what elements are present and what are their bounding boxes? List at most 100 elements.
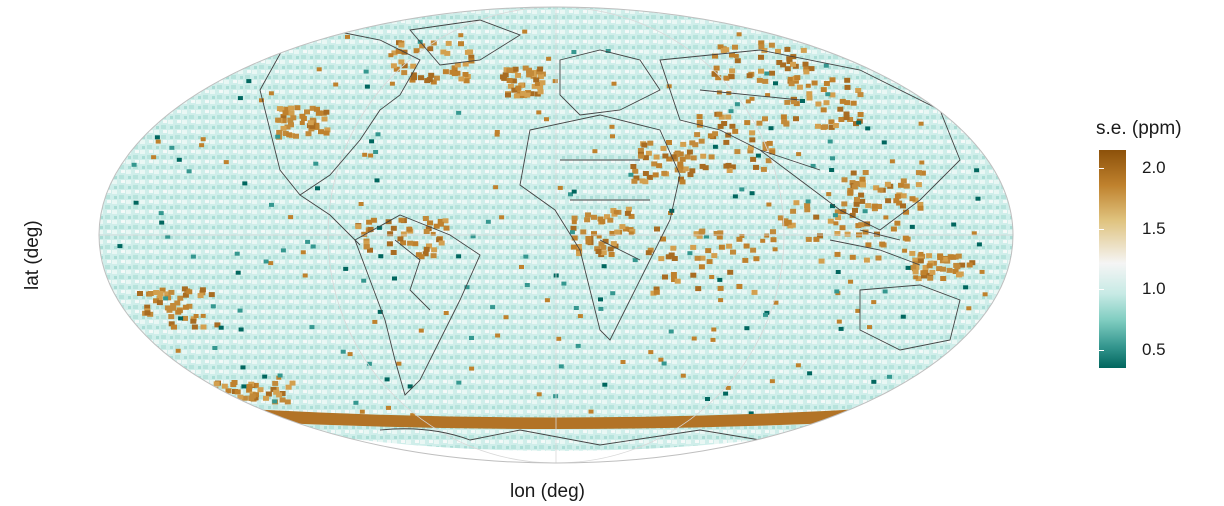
high-error-cell (696, 233, 703, 239)
high-error-cell (199, 143, 205, 148)
high-error-cell (699, 163, 706, 169)
low-error-cell (748, 411, 754, 416)
high-error-cell (849, 254, 856, 260)
low-error-cell (668, 329, 674, 334)
high-error-cell (190, 318, 197, 324)
high-error-cell (940, 266, 946, 272)
high-error-cell (396, 361, 402, 366)
high-error-cell (800, 47, 807, 53)
high-error-cell (902, 235, 909, 241)
high-error-cell (544, 298, 550, 303)
high-error-cell (398, 59, 405, 65)
high-error-cell (917, 258, 924, 264)
high-error-cell (689, 168, 696, 174)
legend-tick-mark (1126, 228, 1131, 230)
high-error-cell (401, 63, 408, 69)
high-error-cell (251, 54, 257, 59)
high-error-cell (536, 110, 542, 115)
high-error-cell (494, 132, 500, 137)
high-error-cell (728, 74, 735, 80)
high-error-cell (853, 201, 860, 207)
high-error-cell (275, 117, 282, 123)
high-error-cell (770, 229, 776, 235)
legend-tick-mark (1099, 349, 1104, 351)
high-error-cell (283, 34, 289, 39)
high-error-cell (867, 325, 872, 330)
high-error-cell (571, 215, 578, 221)
high-error-cell (834, 231, 841, 236)
high-error-cell (531, 83, 538, 89)
high-error-cell (507, 67, 514, 73)
high-error-cell (695, 286, 702, 292)
low-error-cell (384, 377, 390, 382)
high-error-cell (454, 62, 461, 68)
high-error-cell (544, 117, 549, 122)
high-error-cell (832, 123, 839, 128)
high-error-cell (839, 98, 846, 104)
high-error-cell (900, 203, 906, 209)
high-error-cell (725, 114, 732, 120)
high-error-cell (975, 364, 980, 368)
high-error-cell (503, 315, 509, 320)
high-error-cell (280, 118, 287, 124)
low-error-cell (377, 309, 383, 314)
high-error-cell (585, 212, 591, 218)
low-error-cell (272, 399, 278, 404)
high-error-cell (144, 310, 151, 316)
low-error-cell (953, 116, 959, 121)
high-error-cell (293, 133, 299, 139)
low-error-cell (171, 74, 177, 79)
high-error-cell (730, 249, 736, 255)
high-error-cell (826, 192, 832, 197)
low-error-cell (490, 305, 496, 310)
high-error-cell (662, 153, 669, 159)
low-error-cell (959, 379, 965, 384)
high-error-cell (445, 40, 452, 46)
high-error-cell (200, 313, 206, 318)
high-error-cell (347, 352, 353, 357)
high-error-cell (885, 198, 892, 204)
high-error-cell (186, 289, 193, 295)
high-error-cell (762, 116, 768, 122)
high-error-cell (181, 286, 188, 292)
low-error-cell (926, 74, 932, 79)
high-error-cell (696, 119, 703, 125)
high-error-cell (803, 69, 810, 75)
high-error-cell (164, 291, 171, 297)
high-error-cell (929, 269, 936, 275)
high-error-cell (458, 76, 465, 82)
high-error-cell (732, 128, 739, 134)
high-error-cell (753, 256, 760, 262)
low-error-cell (524, 283, 530, 287)
high-error-cell (743, 243, 750, 249)
high-error-cell (166, 307, 173, 313)
low-error-cell (573, 306, 579, 310)
high-error-cell (156, 300, 163, 306)
high-error-cell (805, 83, 811, 88)
low-error-cell (235, 270, 241, 275)
high-error-cell (693, 231, 700, 237)
high-error-cell (642, 171, 649, 176)
high-error-cell (170, 305, 177, 311)
high-error-cell (604, 214, 610, 220)
high-error-cell (838, 117, 845, 122)
high-error-cell (756, 120, 763, 126)
high-error-cell (412, 241, 419, 247)
high-error-cell (849, 212, 856, 218)
high-error-cell (804, 207, 811, 213)
high-error-cell (747, 148, 754, 154)
high-error-cell (321, 116, 328, 122)
high-error-cell (750, 247, 757, 253)
high-error-cell (552, 79, 558, 84)
high-error-cell (642, 155, 649, 161)
high-error-cell (444, 50, 451, 56)
high-error-cell (199, 290, 206, 296)
low-error-cell (240, 365, 246, 370)
high-error-cell (853, 121, 859, 127)
high-error-cell (588, 409, 594, 414)
low-error-cell (234, 251, 240, 256)
high-error-cell (620, 360, 626, 364)
high-error-cell (712, 131, 719, 137)
high-error-cell (276, 375, 282, 380)
high-error-cell (898, 182, 904, 188)
